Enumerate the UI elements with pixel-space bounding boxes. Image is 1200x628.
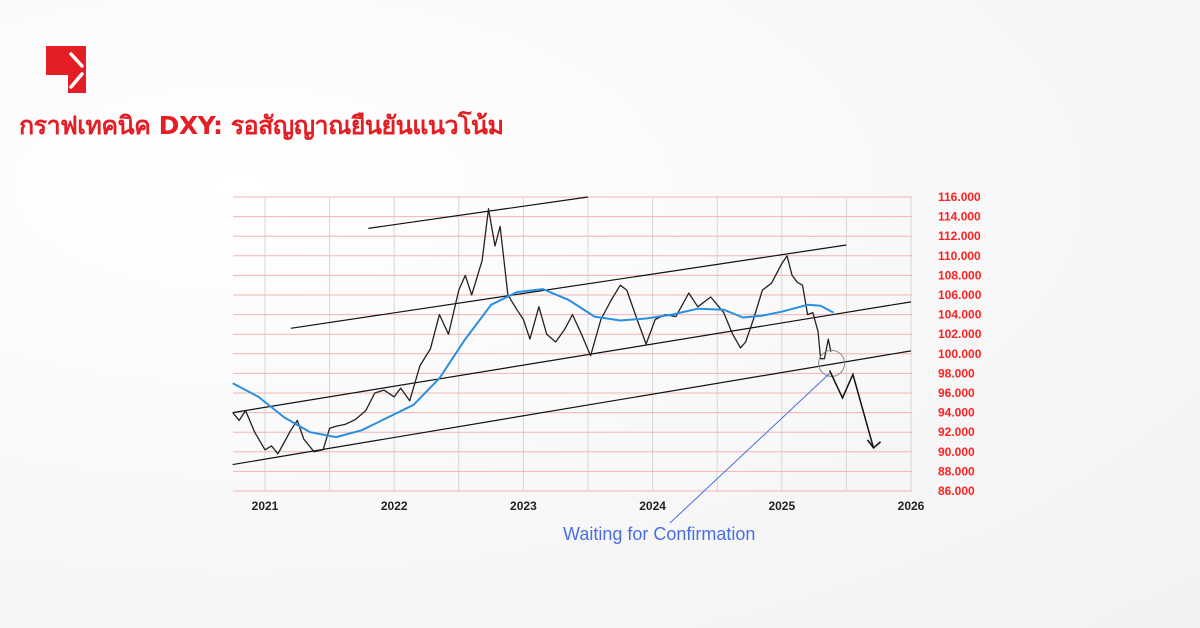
y-tick-label: 102.000 [938, 327, 982, 341]
trendline [232, 350, 912, 466]
projection-arrow [828, 370, 875, 449]
trendline [232, 301, 912, 414]
y-tick-label: 112.000 [938, 229, 981, 243]
y-tick-label: 104.000 [938, 308, 982, 322]
arrowhead [866, 439, 882, 449]
page-title: กราฟเทคนิค DXY: รอสัญญาณยืนยันแนวโน้ม [19, 111, 504, 140]
annotation-pointer [669, 373, 830, 524]
y-tick-label: 116.000 [938, 190, 981, 204]
annotation-label: Waiting for Confirmation [563, 524, 756, 544]
trendline [368, 196, 589, 229]
x-tick-label: 2024 [639, 499, 666, 513]
x-tick-label: 2022 [381, 499, 408, 513]
y-tick-label: 114.000 [938, 210, 981, 224]
y-tick-label: 98.000 [938, 366, 975, 380]
y-tick-label: 100.000 [938, 347, 982, 361]
price-line [232, 208, 832, 455]
x-tick-label: 2023 [510, 499, 537, 513]
y-tick-label: 88.000 [938, 464, 975, 478]
y-tick-label: 94.000 [938, 406, 975, 420]
moving-average-line [232, 288, 834, 439]
y-tick-label: 92.000 [938, 425, 975, 439]
trendline [290, 244, 847, 329]
y-tick-label: 86.000 [938, 484, 975, 498]
x-tick-label: 2026 [898, 499, 925, 513]
y-tick-label: 90.000 [938, 445, 975, 459]
y-tick-label: 96.000 [938, 386, 975, 400]
y-tick-label: 110.000 [938, 249, 981, 263]
x-tick-label: 2025 [768, 499, 795, 513]
x-tick-label: 2021 [252, 499, 279, 513]
brand-logo [46, 46, 86, 93]
y-tick-label: 108.000 [938, 268, 982, 282]
y-tick-label: 106.000 [938, 288, 982, 302]
